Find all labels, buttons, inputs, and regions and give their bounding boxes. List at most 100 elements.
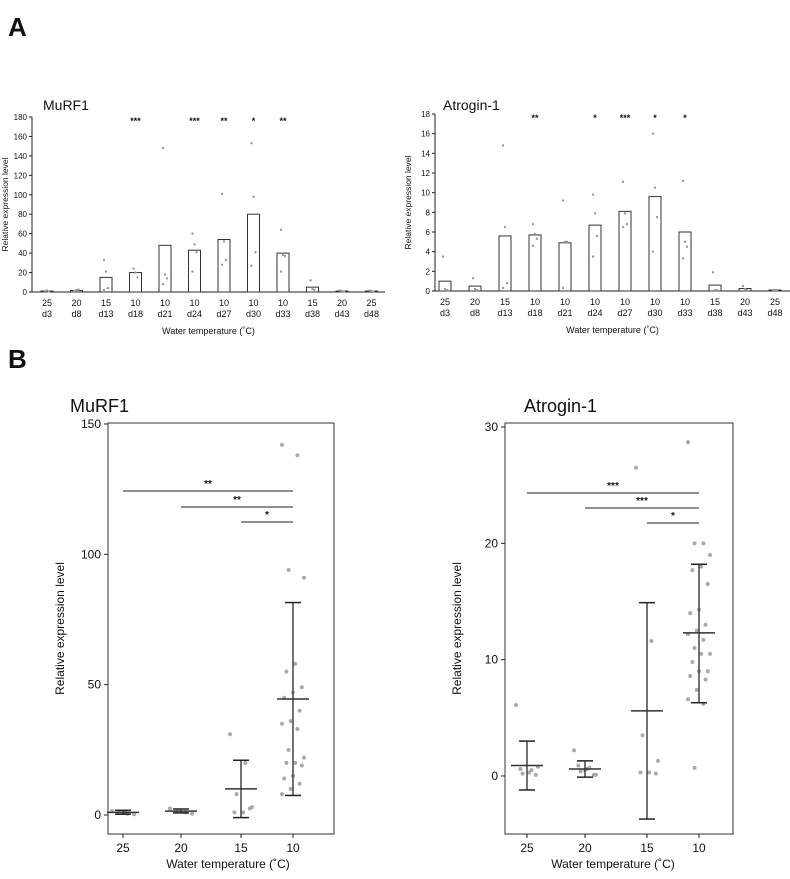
x-tick-label-temp: 25 <box>42 298 52 308</box>
data-point <box>625 222 629 226</box>
x-tick-label-temp: 15 <box>101 298 111 308</box>
significance-marker: * <box>265 510 269 521</box>
x-tick-label-temp: 20 <box>470 297 480 307</box>
data-point <box>302 575 306 580</box>
x-tick-label-day: d43 <box>737 308 752 318</box>
chart-title: MuRF1 <box>70 396 129 416</box>
data-point <box>688 611 693 616</box>
bar <box>618 210 632 292</box>
data-point <box>655 216 659 219</box>
data-point <box>293 661 298 666</box>
data-point <box>535 237 539 241</box>
data-point <box>681 179 685 183</box>
data-point <box>771 288 775 292</box>
significance-marker: ** <box>279 116 287 126</box>
data-point <box>220 192 224 196</box>
y-axis-label: Relative expression level <box>0 157 10 251</box>
y-tick-label: 100 <box>14 191 28 200</box>
x-tick-label-day: d24 <box>587 308 602 318</box>
data-point <box>165 277 169 280</box>
y-axis-label: Relative expression level <box>450 562 464 695</box>
x-tick-label-temp: 10 <box>248 298 258 308</box>
x-tick-label: 10 <box>286 841 300 855</box>
y-tick-label: 16 <box>421 130 430 139</box>
x-tick-label-temp: 15 <box>710 297 720 307</box>
data-point <box>191 232 194 235</box>
data-point <box>694 687 699 692</box>
data-point <box>591 772 596 777</box>
y-tick-label: 20 <box>18 269 27 278</box>
data-point <box>514 703 518 708</box>
x-tick-label-temp: 10 <box>680 297 690 307</box>
data-point <box>520 771 525 776</box>
y-tick-label: 0 <box>23 288 28 297</box>
significance-marker: *** <box>620 113 631 123</box>
data-point <box>640 733 645 738</box>
data-point <box>745 288 749 292</box>
x-tick-label: 10 <box>692 841 706 855</box>
significance-marker: *** <box>130 116 141 126</box>
data-point <box>701 541 706 546</box>
data-point <box>282 776 287 781</box>
data-point <box>193 243 196 246</box>
bar <box>276 252 290 293</box>
y-tick-label: 30 <box>485 420 499 434</box>
data-point <box>136 276 139 279</box>
x-tick-label-temp: 15 <box>307 298 317 308</box>
data-point <box>234 792 239 797</box>
panel-label-a: A <box>8 12 27 42</box>
data-point <box>685 245 689 248</box>
data-point <box>708 552 712 557</box>
data-point <box>311 287 314 291</box>
x-tick-label-day: d27 <box>216 309 231 319</box>
x-tick-label-day: d21 <box>157 309 172 319</box>
x-tick-label-day: d38 <box>707 308 722 318</box>
y-tick-label: 6 <box>426 228 431 237</box>
data-point <box>561 286 565 290</box>
y-tick-label: 140 <box>14 152 28 161</box>
data-point <box>690 659 695 664</box>
data-point <box>241 810 246 815</box>
x-tick-label-temp: 20 <box>740 297 750 307</box>
x-tick-label-day: d30 <box>246 309 261 319</box>
chart-title: Atrogin-1 <box>443 97 500 113</box>
significance-marker: ** <box>204 479 212 490</box>
x-tick-label-day: d8 <box>470 308 480 318</box>
significance-marker: * <box>252 116 256 126</box>
data-point <box>505 281 509 285</box>
x-tick-label-temp: 10 <box>189 298 199 308</box>
data-point <box>591 255 595 258</box>
data-point <box>638 770 643 775</box>
bar <box>217 239 231 293</box>
data-point <box>299 685 304 690</box>
data-point <box>711 271 715 274</box>
y-tick-label: 100 <box>81 547 101 561</box>
data-point <box>168 806 172 811</box>
data-point <box>106 286 110 290</box>
x-tick-label: 20 <box>578 841 592 855</box>
bar <box>158 244 172 293</box>
data-point <box>708 651 712 656</box>
x-tick-label-day: d33 <box>677 308 692 318</box>
x-tick-label: 15 <box>234 841 248 855</box>
data-point <box>681 257 685 260</box>
y-tick-label: 20 <box>485 536 499 550</box>
y-tick-label: 0 <box>426 287 431 296</box>
data-point <box>441 255 445 258</box>
data-point <box>47 290 51 293</box>
data-point <box>243 760 248 765</box>
data-point <box>623 212 627 215</box>
data-point <box>43 289 47 293</box>
data-point <box>313 288 316 292</box>
bar <box>588 224 602 292</box>
data-point <box>518 767 523 772</box>
x-tick-label-temp: 10 <box>219 298 229 308</box>
x-tick-label: 25 <box>116 841 130 855</box>
data-point <box>692 765 697 770</box>
data-point <box>284 669 289 674</box>
x-tick-label-day: d48 <box>364 309 379 319</box>
x-tick-label-day: d24 <box>187 309 202 319</box>
data-point <box>75 288 78 292</box>
data-point <box>527 770 532 775</box>
data-point <box>445 288 449 292</box>
